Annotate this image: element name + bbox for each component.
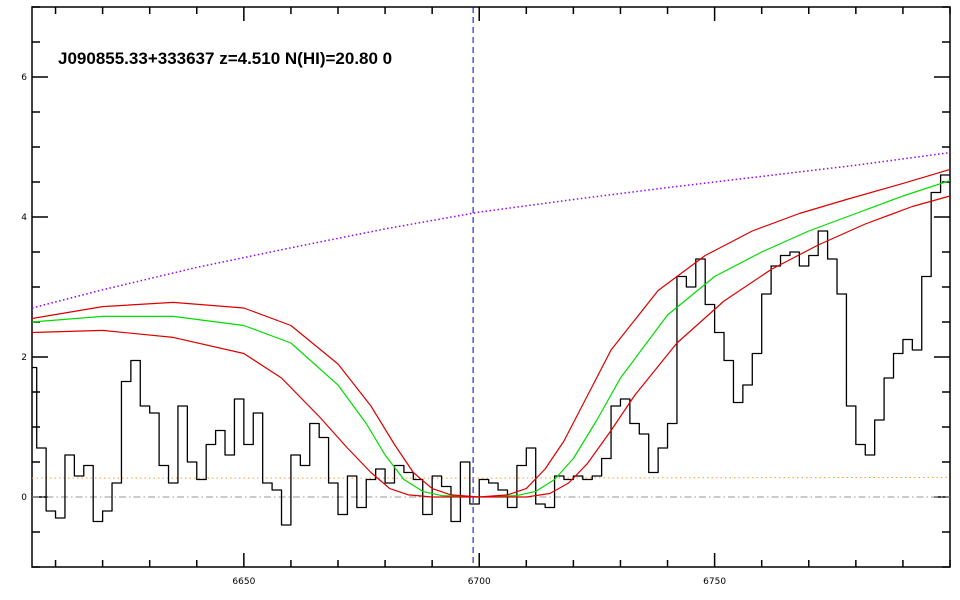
- axis-tick-labels: 6650 6700 6750 0 2 4 6: [21, 73, 726, 587]
- series-flux: [32, 174, 950, 526]
- continuum-line: [31, 151, 951, 309]
- y-tick-label: 2: [21, 353, 27, 363]
- series-lines: [31, 168, 951, 526]
- chart-title: J090855.33+333637 z=4.510 N(HI)=20.80 0: [58, 49, 392, 68]
- y-tick-label: 4: [21, 213, 27, 223]
- series-fit-upper: [31, 168, 951, 498]
- reference-lines: [31, 7, 951, 567]
- x-tick-label: 6700: [468, 577, 491, 587]
- series-fit: [31, 180, 951, 498]
- series-fit-lower: [31, 195, 951, 498]
- x-tick-label: 6650: [232, 577, 255, 587]
- x-tick-label: 6750: [703, 577, 726, 587]
- y-tick-label: 0: [21, 493, 27, 503]
- error-line: [32, 476, 951, 479]
- y-tick-label: 6: [21, 73, 27, 83]
